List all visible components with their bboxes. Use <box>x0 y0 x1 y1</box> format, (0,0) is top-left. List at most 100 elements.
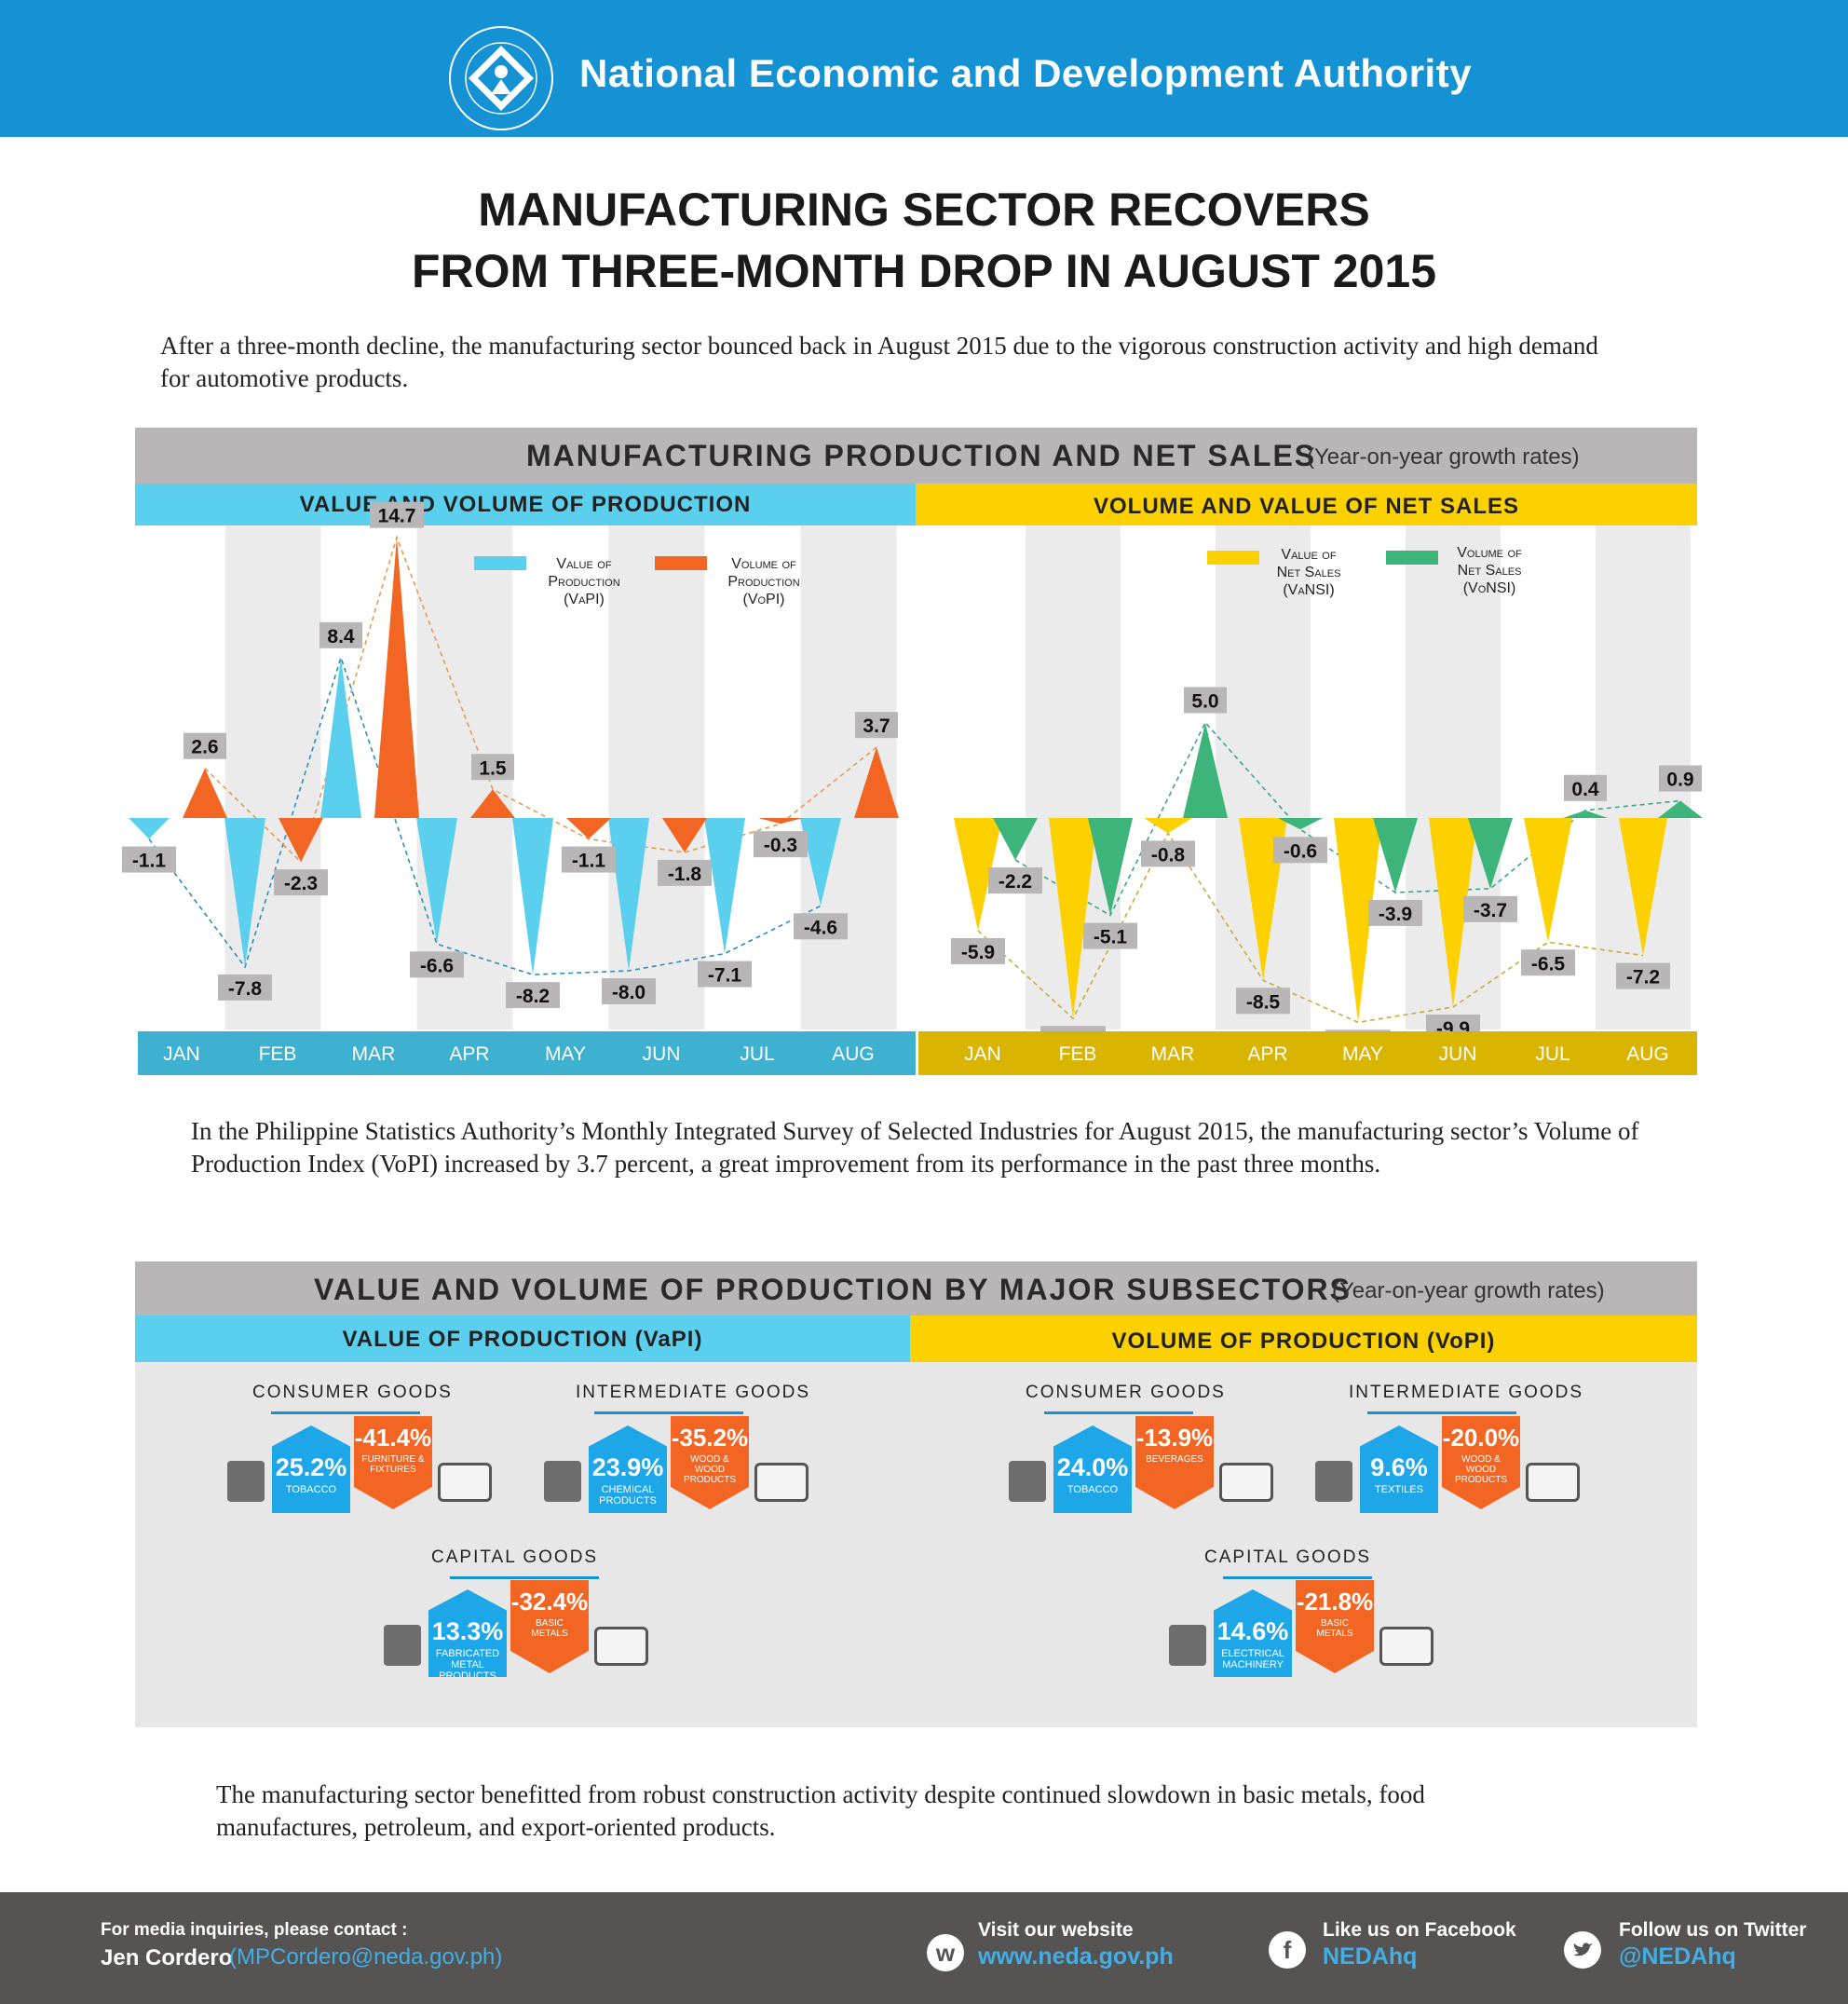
intro-paragraph: After a three-month decline, the manufac… <box>160 332 1598 392</box>
growth-up-value: 24.0% <box>1056 1453 1129 1481</box>
legend-vapi: Value of Production (VaPI) <box>528 555 640 608</box>
page-title: MANUFACTURING SECTOR RECOVERS FROM THREE… <box>0 179 1848 302</box>
growth-up-badge: 13.3% FABRICATED METAL PRODUCTS <box>428 1589 507 1677</box>
data-label: -8.5 <box>1246 991 1281 1013</box>
data-label-box <box>794 913 848 940</box>
data-label: 8.4 <box>327 626 355 648</box>
series-triangle <box>566 818 611 839</box>
growth-up-name: TEXTILES <box>1375 1484 1423 1495</box>
data-label: 0.4 <box>1571 779 1599 800</box>
legend-vopi: Volume of Production (VoPI) <box>708 555 820 608</box>
data-label: 2.6 <box>191 737 218 758</box>
data-label: -2.2 <box>999 871 1032 893</box>
growth-down-value: -21.8% <box>1296 1588 1374 1615</box>
vansi-vonsi-header: VOLUME AND VALUE OF NET SALES <box>916 484 1697 525</box>
legend-vopi-l2: Production <box>727 574 800 590</box>
goods-underline <box>271 1411 420 1414</box>
legend-swatch-vonsi <box>1386 551 1438 565</box>
legend-vapi-l2: Production <box>548 574 620 590</box>
section1-subtitle: (Year-on-year growth rates) <box>1307 444 1580 470</box>
goods-underline <box>450 1576 599 1579</box>
data-label: 0.9 <box>1666 770 1693 791</box>
legend-vopi-l1: Volume of <box>731 556 796 572</box>
month-tick-label: FEB <box>259 1043 297 1065</box>
contact-email-link[interactable]: (MPCordero@neda.gov.ph) <box>229 1944 503 1970</box>
data-label: -6.6 <box>420 955 454 976</box>
data-label-box <box>562 846 616 873</box>
growth-down-badge: -21.8% BASIC METALS <box>1296 1580 1374 1673</box>
facebook-link[interactable]: NEDAhq <box>1323 1943 1418 1970</box>
data-label-box <box>1368 899 1422 926</box>
website-link[interactable]: www.neda.gov.ph <box>978 1943 1174 1970</box>
growth-down-value: -13.9% <box>1135 1424 1214 1452</box>
data-label-box <box>988 867 1042 894</box>
section1-banner: MANUFACTURING PRODUCTION AND NET SALES (… <box>135 428 1697 484</box>
month-tick-label: JUL <box>1535 1043 1569 1065</box>
product-icon <box>754 1463 808 1502</box>
data-label: -8.0 <box>612 982 645 1003</box>
growth-down-badge: -41.4% FURNITURE & FIXTURES <box>354 1416 432 1509</box>
growth-down-name: FURNITURE & FIXTURES <box>361 1454 425 1475</box>
data-label: -4.6 <box>804 917 837 938</box>
growth-up-badge: 9.6% TEXTILES <box>1360 1425 1438 1513</box>
series-triangle <box>800 818 841 907</box>
goods-underline <box>1367 1411 1516 1414</box>
data-label-box <box>506 982 560 1009</box>
series-triangle <box>470 789 515 818</box>
contact-name: Jen Cordero <box>101 1945 233 1970</box>
website-label: Visit our website <box>978 1919 1134 1941</box>
data-label: -7.2 <box>1626 967 1660 988</box>
data-label: -0.3 <box>764 835 797 856</box>
legend-vonsi: Volume of Net Sales (VoNSI) <box>1434 544 1545 597</box>
data-label-box <box>1616 962 1670 989</box>
legend-swatch-vansi <box>1207 551 1259 565</box>
series-triangle <box>1658 800 1703 818</box>
data-label-box <box>1141 840 1195 867</box>
month-stripe <box>608 525 705 1029</box>
data-label-box <box>754 831 808 858</box>
month-tick-label: APR <box>1247 1043 1287 1065</box>
twitter-link[interactable]: @NEDAhq <box>1619 1943 1736 1970</box>
series-triangle <box>183 768 227 818</box>
month-tick-label: FEB <box>1059 1043 1097 1065</box>
growth-up-name: TOBACCO <box>1067 1484 1119 1495</box>
growth-up-value: 9.6% <box>1370 1453 1428 1481</box>
growth-up-name: CHEMICAL PRODUCTS <box>599 1484 657 1506</box>
goods-underline <box>594 1411 743 1414</box>
month-axis-bar <box>138 1031 916 1075</box>
product-icon <box>1219 1463 1273 1502</box>
data-label-box <box>658 859 712 886</box>
series-triangle <box>608 818 649 971</box>
data-label: -2.3 <box>284 873 318 894</box>
legend-vansi-l1: Value of <box>1281 547 1337 563</box>
legend-vapi-l1: Value of <box>556 556 612 572</box>
growth-down-badge: -20.0% WOOD & WOOD PRODUCTS <box>1442 1416 1520 1509</box>
series-triangle <box>1563 810 1608 818</box>
growth-up-name: ELECTRICAL MACHINERY <box>1221 1648 1284 1670</box>
month-tick-label: MAR <box>352 1043 396 1065</box>
series-triangle <box>1183 722 1228 818</box>
series-triangle <box>1334 818 1382 1023</box>
growth-down-value: -32.4% <box>510 1588 589 1615</box>
month-tick-label: AUG <box>832 1043 875 1065</box>
growth-down-name: BASIC METALS <box>1316 1618 1353 1639</box>
data-label: -6.5 <box>1531 953 1566 975</box>
data-label-box <box>602 978 656 1004</box>
data-label-box <box>183 732 226 759</box>
growth-up-badge: 24.0% TOBACCO <box>1053 1425 1132 1513</box>
goods-underline <box>1044 1411 1193 1414</box>
neda-seal-icon <box>449 26 553 130</box>
data-label-box <box>370 501 424 528</box>
vapi-subsector-header: VALUE OF PRODUCTION (VaPI) <box>135 1316 910 1362</box>
series-triangle <box>1468 818 1513 889</box>
goods-label: CAPITAL GOODS <box>1204 1547 1372 1567</box>
data-label-box <box>1659 765 1702 792</box>
series-triangle <box>129 818 170 839</box>
product-icon <box>544 1461 581 1502</box>
legend-vansi: Value of Net Sales (VaNSI) <box>1253 546 1365 599</box>
growth-down-value: -35.2% <box>671 1424 749 1452</box>
header-bar <box>0 0 1848 137</box>
product-icon <box>1379 1627 1434 1666</box>
legend-swatch-vapi <box>474 556 526 570</box>
facebook-icon: f <box>1269 1931 1306 1969</box>
